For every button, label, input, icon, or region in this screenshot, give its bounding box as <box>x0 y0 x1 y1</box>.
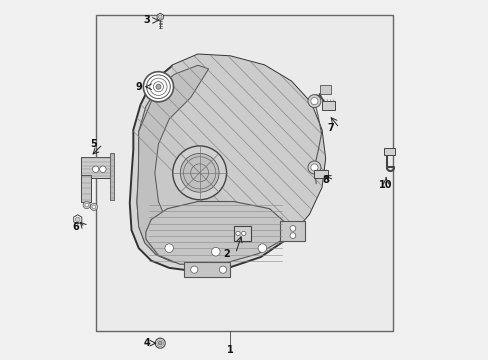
Circle shape <box>92 166 99 172</box>
Circle shape <box>235 231 240 235</box>
Text: 3: 3 <box>143 15 150 26</box>
Circle shape <box>219 266 226 273</box>
Circle shape <box>180 153 219 192</box>
Circle shape <box>164 244 173 252</box>
Circle shape <box>158 341 162 345</box>
Circle shape <box>157 340 163 347</box>
FancyBboxPatch shape <box>96 15 392 330</box>
Circle shape <box>100 166 106 172</box>
Polygon shape <box>165 54 325 237</box>
Circle shape <box>85 203 88 207</box>
Text: 10: 10 <box>379 180 392 190</box>
Circle shape <box>310 98 317 105</box>
Circle shape <box>241 231 245 235</box>
Circle shape <box>143 72 173 102</box>
Polygon shape <box>137 65 208 262</box>
FancyBboxPatch shape <box>81 175 91 202</box>
Circle shape <box>307 161 320 174</box>
Circle shape <box>90 203 97 211</box>
FancyBboxPatch shape <box>319 85 330 94</box>
FancyBboxPatch shape <box>321 101 335 110</box>
Circle shape <box>172 146 226 200</box>
Polygon shape <box>75 217 80 222</box>
Text: 4: 4 <box>143 338 150 348</box>
Polygon shape <box>137 65 317 265</box>
Text: 6: 6 <box>73 222 80 232</box>
Circle shape <box>258 244 266 252</box>
Circle shape <box>211 247 220 256</box>
FancyBboxPatch shape <box>280 221 305 241</box>
Circle shape <box>156 84 161 89</box>
Text: 1: 1 <box>226 345 233 355</box>
FancyBboxPatch shape <box>384 148 394 155</box>
FancyBboxPatch shape <box>81 157 112 178</box>
Text: 8: 8 <box>321 175 328 185</box>
Polygon shape <box>145 202 285 264</box>
Circle shape <box>83 202 90 209</box>
Text: 5: 5 <box>91 139 97 149</box>
Polygon shape <box>110 153 113 200</box>
Circle shape <box>289 226 295 231</box>
Circle shape <box>190 266 198 273</box>
Polygon shape <box>74 215 81 224</box>
FancyBboxPatch shape <box>183 262 230 277</box>
Circle shape <box>307 95 320 108</box>
Circle shape <box>146 75 170 99</box>
FancyBboxPatch shape <box>233 226 250 241</box>
Circle shape <box>155 338 165 348</box>
Text: 2: 2 <box>223 248 230 258</box>
Circle shape <box>289 233 295 238</box>
Text: 7: 7 <box>327 123 333 133</box>
FancyBboxPatch shape <box>314 170 327 178</box>
Circle shape <box>92 205 96 209</box>
Polygon shape <box>157 13 163 21</box>
Circle shape <box>310 164 317 171</box>
Text: 9: 9 <box>135 82 142 92</box>
Polygon shape <box>158 15 162 19</box>
Polygon shape <box>129 54 325 271</box>
